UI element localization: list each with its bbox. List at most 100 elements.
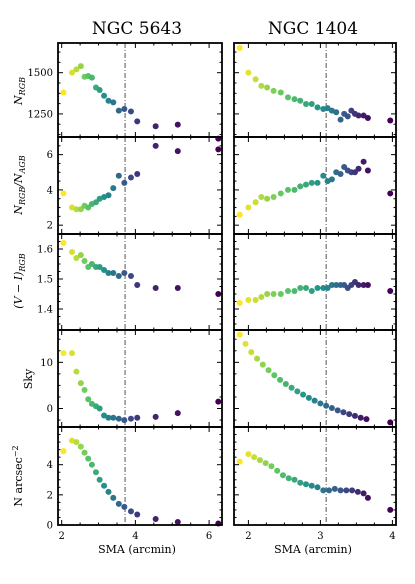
data-point <box>320 172 327 179</box>
data-point <box>264 84 271 91</box>
data-point <box>134 282 141 288</box>
data-point <box>387 190 394 197</box>
data-point <box>256 457 263 464</box>
data-point <box>297 285 304 291</box>
data-point <box>334 407 341 414</box>
data-point <box>127 273 134 279</box>
data-point <box>127 174 134 181</box>
data-point <box>320 487 327 494</box>
data-point <box>152 142 159 149</box>
data-point <box>101 412 108 419</box>
data-point <box>351 412 358 419</box>
data-point <box>303 481 309 488</box>
data-point <box>88 74 95 81</box>
data-point <box>121 179 128 186</box>
data-point <box>271 372 278 379</box>
data-point <box>127 415 134 422</box>
panel-frame <box>233 426 397 526</box>
panel-frame <box>57 136 223 235</box>
data-point <box>303 181 309 188</box>
data-point <box>121 270 128 276</box>
panel-ngc1404-row-3 <box>233 329 397 428</box>
data-point <box>105 192 112 199</box>
data-point <box>96 264 103 270</box>
data-point <box>254 355 261 362</box>
data-point <box>215 146 222 153</box>
data-point <box>308 179 315 186</box>
data-point <box>265 367 272 374</box>
y-tick-label: 0 <box>47 404 53 415</box>
data-point <box>363 416 370 423</box>
data-point <box>105 414 112 421</box>
data-point <box>323 402 330 409</box>
panel-ngc1404-row-1 <box>233 136 397 235</box>
data-point <box>258 82 265 89</box>
data-point <box>81 387 88 394</box>
data-point <box>105 488 112 495</box>
data-point <box>343 487 350 494</box>
data-point <box>346 411 353 418</box>
data-point <box>101 92 108 99</box>
col-title-ngc5643: NGC 5643 <box>92 19 182 39</box>
data-point <box>101 267 108 273</box>
data-point <box>337 487 344 494</box>
data-point <box>77 63 84 70</box>
y-tick-label: 4 <box>47 460 53 471</box>
data-point <box>333 282 340 288</box>
data-point <box>291 186 298 193</box>
panel-ngc5643-row-3: 0 10 <box>40 329 223 428</box>
data-point <box>364 115 371 122</box>
y-tick-label: 2 <box>47 490 53 501</box>
data-point <box>258 294 265 300</box>
data-point <box>69 249 75 255</box>
data-point <box>252 297 259 303</box>
panel-frame <box>233 136 397 235</box>
data-point <box>270 87 277 94</box>
data-point <box>311 397 318 404</box>
data-point <box>245 69 252 76</box>
y-tick-label: 2 <box>47 221 53 232</box>
svg-text:NRGB: NRGB <box>12 77 27 106</box>
data-point <box>73 439 80 446</box>
data-point <box>252 76 259 83</box>
row-label-sky: Sky <box>22 368 35 389</box>
data-point <box>60 240 67 246</box>
data-point <box>85 455 92 462</box>
x-tick-label: 2 <box>245 531 251 542</box>
panel-frame <box>57 426 223 526</box>
data-point <box>355 112 362 119</box>
x-axis-label-left: SMA (arcmin) <box>98 543 176 556</box>
data-point <box>60 448 67 455</box>
col-title-ngc1404: NGC 1404 <box>268 19 358 39</box>
data-point <box>270 291 277 297</box>
data-point <box>297 183 304 190</box>
data-point <box>360 282 367 288</box>
data-point <box>115 273 122 279</box>
data-point <box>291 96 298 103</box>
y-tick-label: 1.5 <box>37 275 53 286</box>
data-point <box>270 193 277 200</box>
data-point <box>297 479 304 486</box>
data-point <box>115 107 122 114</box>
data-point <box>88 461 95 468</box>
data-point <box>303 285 309 291</box>
data-point <box>268 463 275 470</box>
svg-text:Sky: Sky <box>22 368 35 389</box>
x-axis-label-right: SMA (arcmin) <box>274 543 352 556</box>
panel-frame <box>57 42 223 138</box>
data-point <box>215 291 222 297</box>
data-point <box>236 458 243 465</box>
data-point <box>264 291 271 297</box>
data-point <box>248 349 255 356</box>
panel-frame <box>233 233 397 331</box>
panel-ngc1404-row-4: 2 3 4 <box>233 426 397 542</box>
svg-text:(V − I)RGB: (V − I)RGB <box>12 253 27 309</box>
svg-text:N arcsec−2: N arcsec−2 <box>11 445 25 506</box>
data-point <box>337 171 344 178</box>
data-point <box>110 99 117 106</box>
data-point <box>308 101 315 108</box>
data-point <box>110 494 117 501</box>
panel-ngc1404-row-0 <box>233 42 397 138</box>
